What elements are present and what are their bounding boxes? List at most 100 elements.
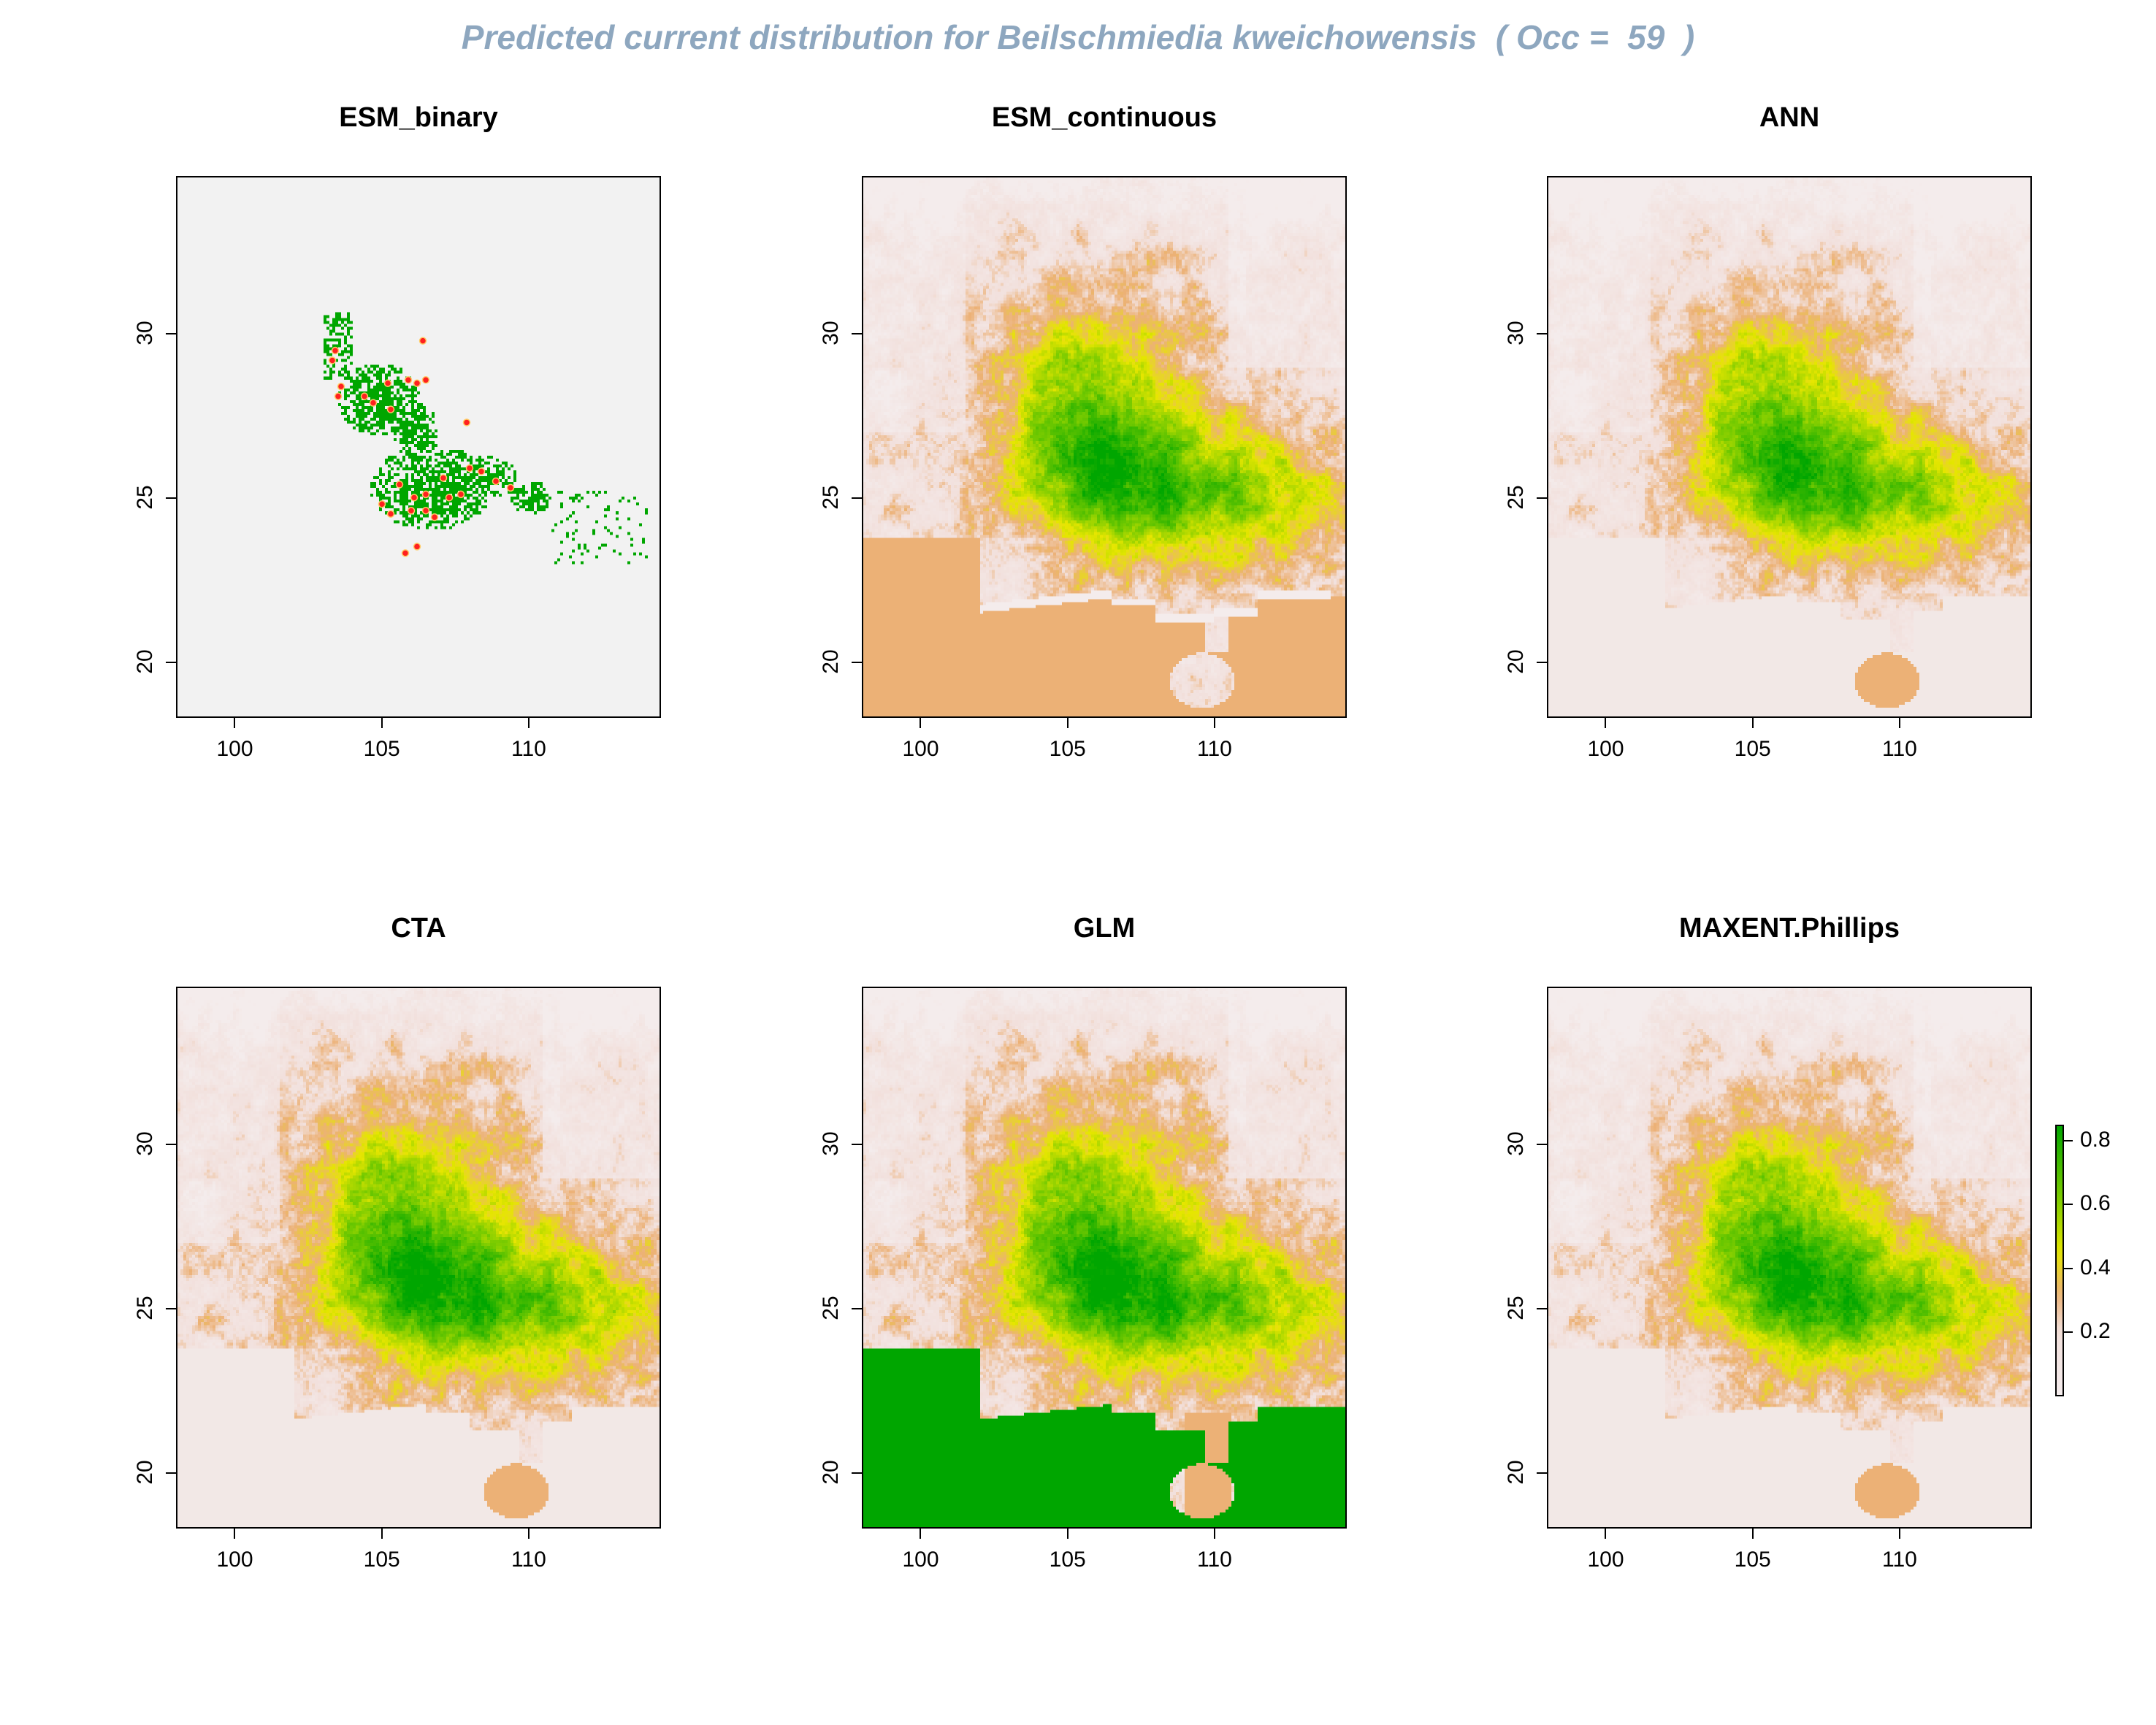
occurrence-point [421, 490, 430, 499]
x-tick-label: 105 [1049, 737, 1086, 761]
y-tick-mark [852, 661, 862, 663]
x-tick-mark [1751, 1529, 1754, 1539]
y-tick-label: 20 [133, 1459, 157, 1485]
y-tick-mark [166, 1143, 176, 1145]
occurrence-point [413, 379, 421, 388]
y-tick-label: 25 [133, 485, 157, 510]
x-tick-mark [1066, 718, 1069, 728]
x-tick-mark [920, 718, 922, 728]
map-plot-area [1547, 987, 2032, 1529]
x-tick-label: 100 [1587, 737, 1624, 761]
y-tick-mark [166, 661, 176, 663]
y-tick-mark [1537, 497, 1547, 499]
occurrence-point [395, 481, 404, 489]
occurrence-point [421, 376, 430, 384]
occurrence-point [386, 510, 395, 518]
x-tick-mark [1751, 718, 1754, 728]
occurrence-point [456, 490, 465, 499]
x-tick-mark [1066, 1529, 1069, 1539]
x-tick-mark [1605, 718, 1607, 728]
y-tick-label: 30 [819, 1131, 843, 1156]
panel-title: CTA [391, 913, 446, 944]
raster-map [863, 177, 1345, 716]
panel-title: GLM [1073, 913, 1136, 944]
y-tick-mark [166, 1307, 176, 1309]
occurrence-point [369, 399, 378, 407]
x-tick-label: 105 [363, 737, 400, 761]
occurrence-point [386, 405, 395, 413]
occurrence-point [331, 346, 340, 355]
map-plot-area [1547, 176, 2032, 718]
occurrence-point [477, 467, 486, 475]
y-tick-label: 25 [819, 485, 843, 510]
legend-tick-mark [2064, 1204, 2073, 1206]
y-tick-mark [1537, 1143, 1547, 1145]
figure-title: Predicted current distribution for Beils… [461, 18, 1695, 56]
y-tick-label: 25 [1504, 1296, 1528, 1320]
legend-tick-mark [2064, 1331, 2073, 1334]
panel-title: ANN [1759, 102, 1820, 133]
y-tick-label: 20 [1504, 1459, 1528, 1485]
y-tick-mark [852, 332, 862, 334]
x-tick-mark [1898, 1529, 1900, 1539]
x-tick-mark [381, 718, 383, 728]
map-plot-area [176, 176, 661, 718]
x-tick-label: 110 [1881, 737, 1917, 761]
occurrence-point [378, 500, 386, 508]
occurrence-point [383, 379, 392, 388]
x-tick-mark [1605, 1529, 1607, 1539]
occurrence-point [506, 483, 515, 492]
panel-title: ESM_continuous [991, 102, 1217, 133]
x-tick-mark [381, 1529, 383, 1539]
y-tick-label: 20 [1504, 649, 1528, 674]
y-tick-mark [1537, 332, 1547, 334]
x-tick-label: 110 [1196, 737, 1232, 761]
y-tick-mark [1537, 1307, 1547, 1309]
occurrence-point [334, 392, 343, 400]
x-tick-mark [234, 1529, 236, 1539]
y-tick-mark [852, 1472, 862, 1474]
x-tick-mark [1213, 1529, 1215, 1539]
occurrence-point [465, 464, 474, 473]
raster-map [177, 988, 660, 1527]
x-tick-label: 105 [1049, 1548, 1086, 1572]
occurrence-point [337, 383, 345, 391]
x-tick-label: 100 [902, 1548, 939, 1572]
occurrence-point [328, 356, 337, 364]
panel-title: MAXENT.Phillips [1679, 913, 1900, 944]
raster-map [863, 988, 1345, 1527]
y-tick-label: 30 [133, 1131, 157, 1156]
legend-tick-label: 0.6 [2080, 1191, 2111, 1216]
y-tick-label: 25 [133, 1296, 157, 1320]
y-tick-label: 20 [133, 649, 157, 674]
occurrence-point [407, 506, 416, 515]
y-tick-label: 30 [819, 321, 843, 345]
y-tick-label: 25 [819, 1296, 843, 1320]
y-tick-mark [166, 497, 176, 499]
occurrence-point [430, 513, 439, 521]
y-tick-mark [852, 1307, 862, 1309]
y-tick-label: 30 [1504, 1131, 1528, 1156]
x-tick-mark [527, 1529, 530, 1539]
x-tick-label: 110 [511, 1548, 546, 1572]
panel-title: ESM_binary [339, 102, 498, 133]
x-tick-mark [1898, 718, 1900, 728]
x-tick-mark [1213, 718, 1215, 728]
x-tick-label: 100 [216, 737, 253, 761]
occurrence-point [492, 477, 500, 486]
x-tick-label: 105 [363, 1548, 400, 1572]
occurrence-point [445, 494, 454, 502]
occurrence-point [462, 418, 471, 427]
legend-tick-label: 0.4 [2080, 1255, 2111, 1280]
x-tick-mark [234, 718, 236, 728]
occurrence-point [404, 376, 413, 384]
x-tick-label: 105 [1734, 737, 1771, 761]
x-tick-label: 100 [1587, 1548, 1624, 1572]
raster-map [1548, 177, 2030, 716]
x-tick-label: 110 [1881, 1548, 1917, 1572]
y-tick-label: 20 [819, 649, 843, 674]
map-plot-area [862, 176, 1347, 718]
y-tick-mark [852, 1143, 862, 1145]
y-tick-mark [166, 1472, 176, 1474]
raster-map [1548, 988, 2030, 1527]
